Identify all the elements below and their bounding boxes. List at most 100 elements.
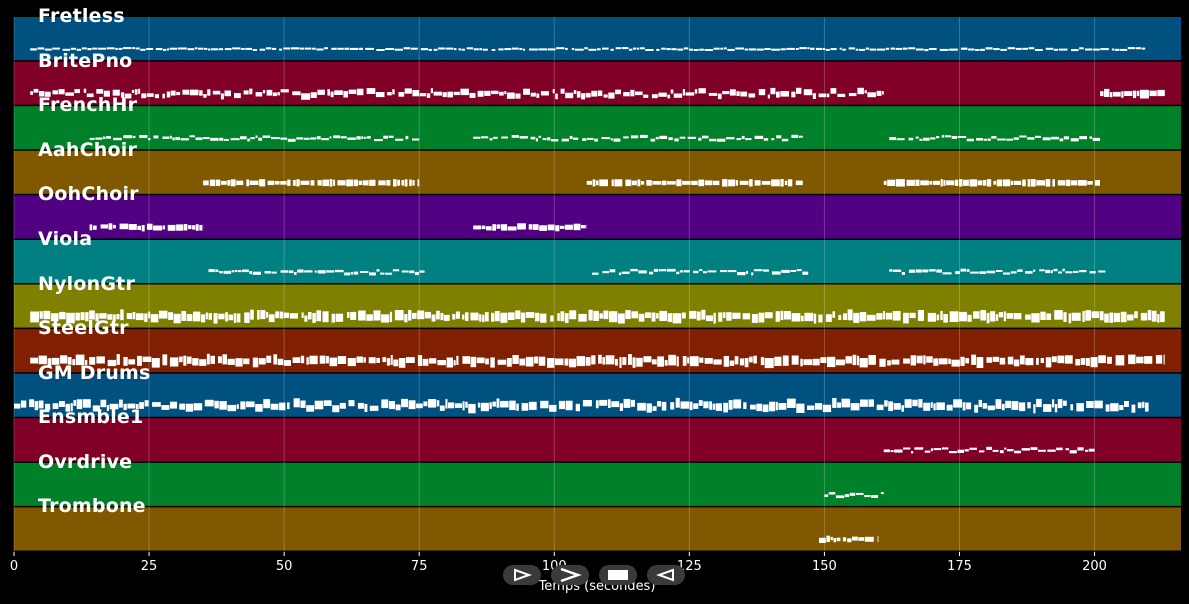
note <box>837 93 846 97</box>
note <box>1099 311 1104 321</box>
note <box>1104 88 1110 97</box>
note <box>980 48 985 51</box>
note <box>453 91 460 96</box>
note <box>887 360 891 366</box>
note <box>691 180 698 185</box>
note <box>796 403 805 413</box>
note <box>398 92 405 97</box>
note <box>609 269 616 273</box>
note <box>1013 359 1020 367</box>
note <box>293 398 300 408</box>
note <box>748 48 756 51</box>
note <box>964 449 969 452</box>
note <box>393 179 397 187</box>
note <box>764 358 774 369</box>
note <box>187 48 195 51</box>
note <box>208 48 211 51</box>
note <box>222 354 227 365</box>
note <box>762 404 769 413</box>
note <box>661 401 667 411</box>
note <box>986 446 992 450</box>
note <box>209 179 216 187</box>
note <box>682 180 691 185</box>
note <box>103 90 110 97</box>
note <box>405 357 415 363</box>
note <box>30 311 39 323</box>
note <box>698 137 702 141</box>
note <box>550 139 559 142</box>
note <box>707 270 717 273</box>
note <box>621 271 630 274</box>
note <box>895 179 905 187</box>
note <box>266 89 273 96</box>
note <box>986 270 995 274</box>
note <box>723 47 727 50</box>
note <box>116 314 120 320</box>
note <box>158 310 168 319</box>
note <box>915 179 920 186</box>
note <box>393 359 399 367</box>
note <box>652 359 657 365</box>
note <box>890 450 894 453</box>
note <box>619 357 622 368</box>
note <box>142 356 152 362</box>
note <box>987 405 995 411</box>
note <box>433 91 442 96</box>
note <box>385 48 395 50</box>
note <box>828 492 836 495</box>
note <box>33 88 39 93</box>
note <box>643 356 652 363</box>
note <box>316 310 321 322</box>
back-button[interactable] <box>647 565 685 585</box>
note <box>1063 136 1069 140</box>
note <box>807 47 810 50</box>
note <box>592 272 599 275</box>
note <box>596 48 601 51</box>
note <box>227 358 235 365</box>
note <box>34 401 39 411</box>
note <box>339 402 346 409</box>
note <box>586 180 592 185</box>
note <box>203 94 207 98</box>
note <box>933 403 936 411</box>
note <box>329 179 333 187</box>
note <box>279 311 284 319</box>
note <box>565 47 568 50</box>
note <box>657 356 664 367</box>
note <box>1090 357 1098 368</box>
note <box>693 403 699 409</box>
note <box>662 180 667 186</box>
note <box>1069 450 1077 454</box>
note <box>781 269 790 273</box>
play-outline-button[interactable] <box>503 565 541 585</box>
note <box>272 92 277 97</box>
note <box>976 138 984 141</box>
note <box>968 48 975 51</box>
note <box>728 179 735 187</box>
note <box>227 404 237 412</box>
note <box>356 88 364 96</box>
note <box>630 399 635 407</box>
forward-button[interactable] <box>551 565 589 585</box>
note <box>1033 404 1036 414</box>
note <box>173 313 181 324</box>
note <box>29 399 35 408</box>
note <box>630 89 635 97</box>
stop-button[interactable] <box>599 565 637 585</box>
note <box>933 358 939 366</box>
note <box>481 225 486 230</box>
note <box>1071 312 1081 321</box>
note <box>664 360 668 366</box>
note <box>855 48 859 51</box>
note <box>274 181 280 185</box>
note <box>803 359 812 366</box>
note <box>223 270 232 274</box>
note <box>791 355 799 365</box>
note <box>910 355 916 366</box>
note <box>363 357 366 363</box>
note <box>401 180 405 186</box>
note <box>909 312 916 319</box>
note <box>148 138 151 141</box>
note <box>781 138 789 142</box>
note <box>327 89 330 96</box>
